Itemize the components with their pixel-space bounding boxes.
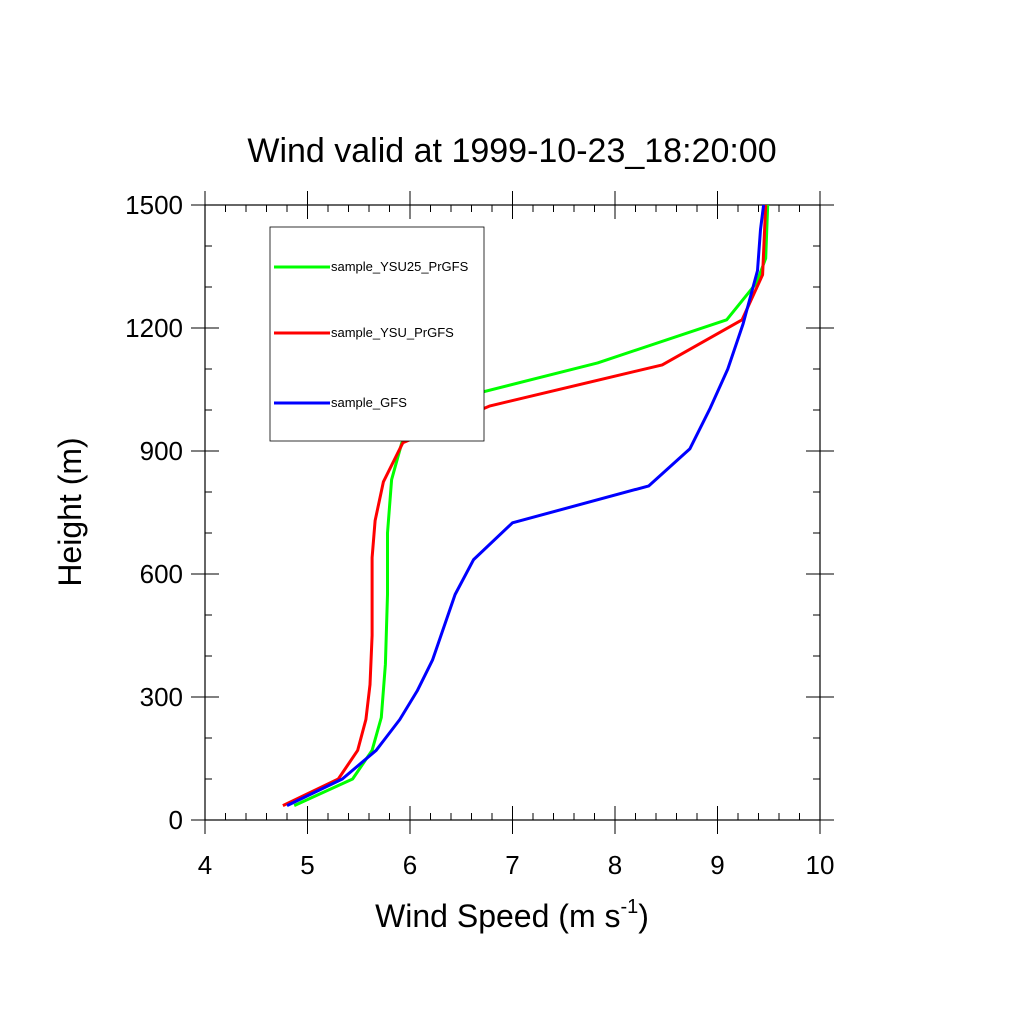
series-line-sample_YSU25_PrGFS <box>293 204 770 807</box>
series-line-sample_YSU_PrGFS <box>282 204 768 807</box>
x-axis-label: Wind Speed (m s-1) <box>375 896 649 934</box>
x-tick-label: 6 <box>403 850 417 880</box>
y-tick-label: 600 <box>140 559 183 589</box>
x-tick-label: 4 <box>198 850 212 880</box>
legend-label: sample_YSU_PrGFS <box>331 325 454 340</box>
y-tick-label: 1500 <box>125 190 183 220</box>
series-lines <box>282 204 770 807</box>
x-tick-label: 9 <box>710 850 724 880</box>
x-tick-label: 5 <box>300 850 314 880</box>
legend-label: sample_GFS <box>331 395 407 410</box>
series-line-sample_GFS <box>286 204 766 807</box>
chart-title: Wind valid at 1999-10-23_18:20:00 <box>247 132 776 170</box>
x-tick-label: 8 <box>608 850 622 880</box>
x-tick-label: 10 <box>806 850 835 880</box>
legend-label: sample_YSU25_PrGFS <box>331 259 469 274</box>
y-axis-label: Height (m) <box>52 437 88 586</box>
y-tick-label: 0 <box>169 805 183 835</box>
legend: sample_YSU25_PrGFS sample_YSU_PrGFSsample… <box>269 226 485 442</box>
y-axis-ticks: 0 300 600 900 1200 1500 <box>125 190 834 835</box>
y-tick-label: 300 <box>140 682 183 712</box>
y-tick-label: 1200 <box>125 313 183 343</box>
x-axis-ticks: 4 5 6 7 8 9 10 <box>198 191 835 880</box>
y-tick-label: 900 <box>140 436 183 466</box>
x-tick-label: 7 <box>505 850 519 880</box>
